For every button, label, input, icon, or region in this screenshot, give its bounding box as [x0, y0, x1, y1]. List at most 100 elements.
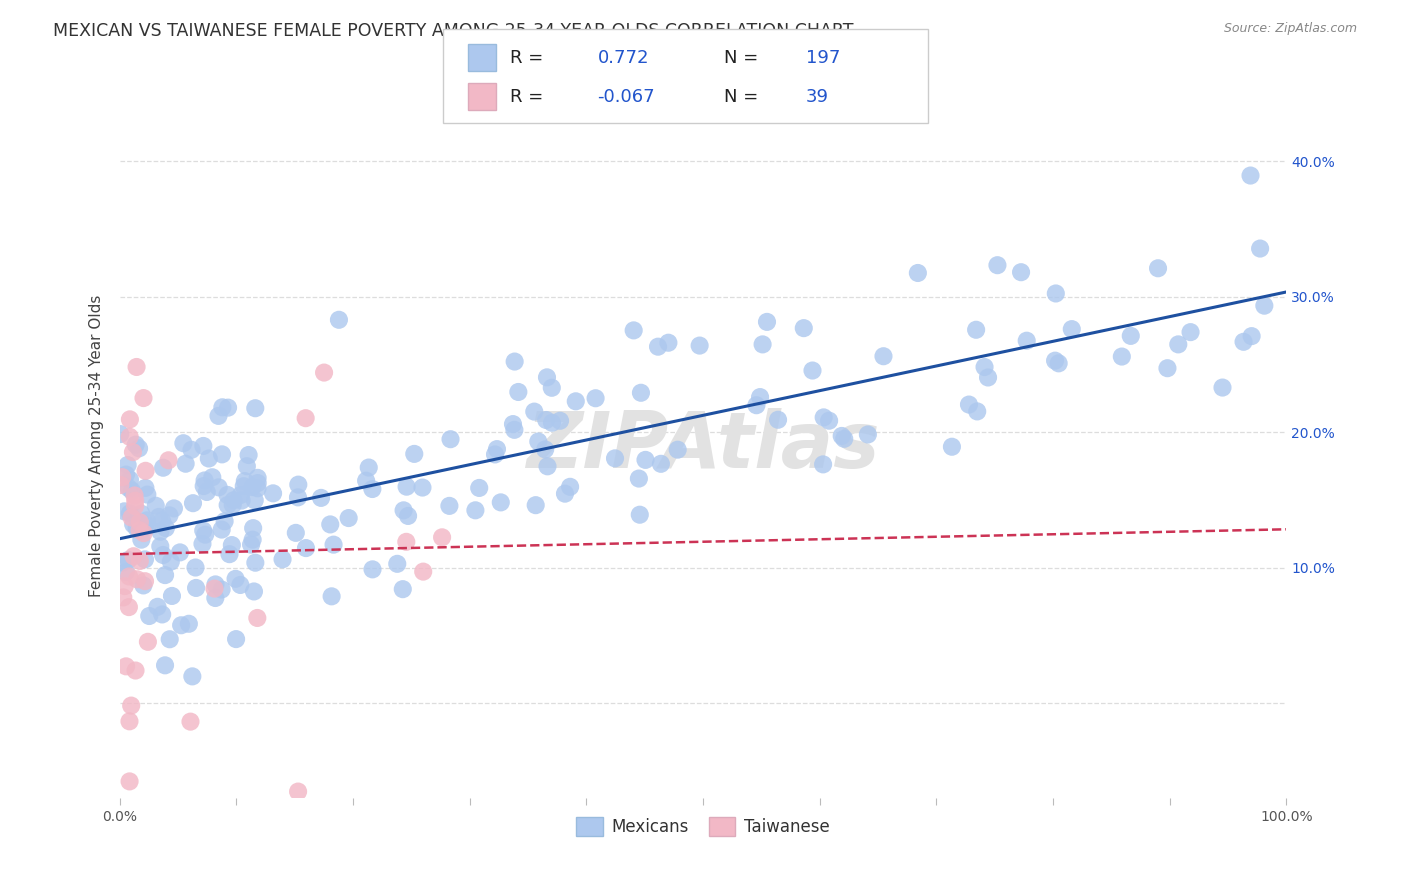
- Point: [246, 471, 269, 485]
- Point: [177, 616, 200, 631]
- Point: [396, 508, 419, 523]
- Point: [627, 471, 650, 485]
- Point: [832, 432, 855, 446]
- Point: [194, 474, 217, 488]
- Point: [134, 521, 156, 535]
- Point: [312, 366, 335, 380]
- Point: [118, 600, 141, 615]
- Point: [647, 340, 669, 354]
- Point: [204, 577, 226, 591]
- Point: [169, 545, 191, 559]
- Point: [464, 503, 486, 517]
- Point: [1015, 334, 1038, 348]
- Point: [217, 401, 239, 415]
- Point: [115, 565, 138, 579]
- Point: [221, 538, 243, 552]
- Point: [484, 447, 506, 461]
- Point: [204, 582, 226, 596]
- Point: [284, 525, 307, 540]
- Point: [118, 473, 141, 487]
- Point: [217, 488, 239, 502]
- Point: [558, 480, 581, 494]
- Point: [208, 480, 231, 494]
- Point: [152, 548, 174, 562]
- Point: [117, 458, 139, 472]
- Point: [527, 434, 550, 449]
- Point: [391, 582, 413, 597]
- Point: [548, 414, 571, 428]
- Point: [193, 524, 215, 538]
- Point: [751, 337, 773, 351]
- Point: [115, 659, 138, 673]
- Point: [122, 517, 145, 532]
- Point: [172, 436, 194, 450]
- Point: [489, 495, 512, 509]
- Point: [524, 498, 547, 512]
- Point: [110, 427, 132, 442]
- Point: [222, 493, 245, 508]
- Point: [149, 539, 172, 553]
- Point: [503, 423, 526, 437]
- Point: [242, 480, 264, 494]
- Point: [1119, 329, 1142, 343]
- Point: [585, 391, 607, 405]
- Point: [112, 591, 135, 605]
- Point: [907, 266, 929, 280]
- Point: [243, 493, 266, 508]
- Point: [246, 611, 269, 625]
- Point: [222, 498, 245, 512]
- Point: [179, 714, 201, 729]
- Point: [337, 511, 360, 525]
- Point: [294, 411, 316, 425]
- Point: [1147, 261, 1170, 276]
- Point: [1232, 334, 1254, 349]
- Point: [872, 349, 894, 363]
- Point: [131, 533, 153, 547]
- Text: ZIPAtlas: ZIPAtlas: [526, 408, 880, 484]
- Point: [766, 413, 789, 427]
- Point: [174, 457, 197, 471]
- Point: [245, 556, 267, 570]
- Point: [1240, 329, 1263, 343]
- Point: [136, 513, 159, 527]
- Point: [159, 632, 181, 647]
- Point: [211, 523, 233, 537]
- Point: [271, 552, 294, 566]
- Point: [941, 440, 963, 454]
- Text: N =: N =: [724, 88, 758, 106]
- Point: [387, 557, 409, 571]
- Point: [193, 479, 215, 493]
- Point: [745, 398, 768, 412]
- Point: [439, 432, 461, 446]
- Point: [120, 698, 142, 713]
- Point: [319, 517, 342, 532]
- Point: [198, 451, 221, 466]
- Point: [439, 499, 461, 513]
- Point: [287, 491, 309, 505]
- Point: [229, 488, 252, 502]
- Point: [124, 664, 146, 678]
- Point: [287, 784, 309, 798]
- Point: [813, 410, 835, 425]
- Point: [153, 658, 176, 673]
- Point: [225, 572, 247, 586]
- Point: [485, 442, 508, 456]
- Text: 197: 197: [806, 48, 839, 67]
- Point: [977, 370, 1000, 384]
- Point: [322, 538, 344, 552]
- Point: [117, 553, 139, 567]
- Point: [136, 635, 159, 649]
- Point: [536, 459, 558, 474]
- Point: [150, 514, 173, 528]
- Point: [623, 323, 645, 337]
- Point: [218, 547, 240, 561]
- Point: [404, 447, 426, 461]
- Point: [395, 480, 418, 494]
- Point: [749, 390, 772, 404]
- Point: [152, 460, 174, 475]
- Point: [157, 453, 180, 467]
- Point: [1249, 242, 1271, 256]
- Point: [957, 398, 980, 412]
- Point: [159, 555, 181, 569]
- Point: [231, 493, 253, 508]
